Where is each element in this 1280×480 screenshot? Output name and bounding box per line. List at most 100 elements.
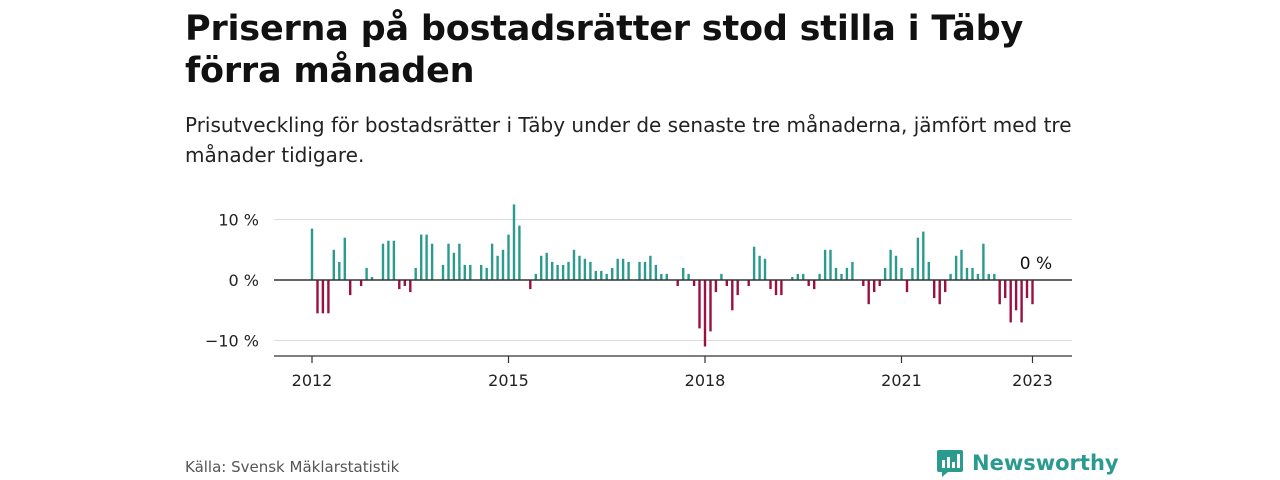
bar [321, 280, 325, 314]
y-tick-label: −10 % [205, 332, 259, 351]
bar [616, 258, 619, 280]
bar [425, 234, 428, 280]
bar [447, 243, 450, 280]
bar [813, 280, 816, 290]
last-value-label: 0 % [1020, 254, 1052, 274]
bar [501, 249, 505, 281]
bar [709, 280, 712, 332]
bar [600, 270, 603, 280]
bar [578, 255, 581, 280]
brand-name: Newsworthy [972, 451, 1119, 475]
bar [441, 264, 445, 280]
header: Priserna på bostadsrätter stod stilla i … [185, 0, 1095, 170]
bar [867, 280, 870, 305]
bar [993, 273, 996, 280]
bar [643, 261, 647, 280]
bar [922, 231, 925, 280]
bar [698, 280, 701, 329]
bar [381, 243, 385, 280]
bar [682, 267, 685, 280]
bar [714, 280, 718, 293]
bar [971, 267, 974, 280]
bar [1014, 280, 1018, 311]
chart-bars [310, 204, 1034, 347]
bar [840, 273, 843, 280]
bar [583, 258, 587, 280]
bar [310, 228, 314, 280]
bar [862, 280, 865, 286]
bar [725, 280, 728, 286]
bar [802, 273, 805, 280]
bar [409, 280, 412, 293]
bar [763, 258, 767, 280]
x-tick-label: 2021 [881, 371, 922, 390]
bar [911, 267, 914, 280]
chart-labels: 10 % 0 % −10 % 2012 2015 2018 2021 2023 0 % [205, 211, 1053, 391]
bar [1009, 280, 1012, 323]
bar [916, 237, 920, 281]
bar [676, 280, 679, 286]
x-tick-label: 2012 [292, 371, 333, 390]
bar [332, 249, 335, 281]
bar [845, 267, 849, 280]
bar [496, 255, 499, 280]
bar [851, 261, 854, 280]
bar [938, 280, 941, 305]
bar [998, 280, 1001, 305]
source-note: Källa: Svensk Mäklarstatistik [185, 458, 400, 476]
bar [414, 267, 417, 280]
bar [834, 267, 838, 280]
bar [823, 249, 827, 281]
bar [638, 261, 641, 280]
bar [752, 246, 756, 280]
bar [403, 280, 406, 286]
bar [703, 280, 707, 347]
bar [343, 237, 346, 281]
bar [987, 273, 990, 280]
bar [883, 267, 887, 280]
y-tick-label: 10 % [218, 211, 259, 230]
bar [392, 240, 396, 280]
x-tick-label: 2018 [685, 371, 726, 390]
x-tick-label: 2023 [1012, 371, 1053, 390]
bar [490, 243, 494, 280]
bar [774, 280, 778, 296]
chart-axes [274, 279, 1072, 363]
bar [452, 252, 456, 280]
bar [692, 280, 696, 286]
bar [780, 280, 783, 296]
bar [316, 280, 319, 314]
bar [627, 261, 630, 280]
bar [665, 273, 668, 280]
bar [529, 280, 532, 290]
brand-logo[interactable]: Newsworthy [936, 448, 1119, 478]
chart-subtitle: Prisutveckling för bostadsrätter i Täby … [185, 113, 1072, 167]
bar [518, 225, 521, 280]
bar [944, 280, 947, 293]
bar [545, 252, 548, 280]
bar [589, 261, 592, 280]
bar [976, 273, 980, 280]
bar [807, 280, 810, 286]
chart-grid [274, 219, 1072, 341]
bar [796, 273, 799, 280]
bar [463, 264, 466, 280]
bar [769, 280, 772, 290]
bar [551, 261, 554, 280]
bar [747, 280, 750, 286]
bar [731, 280, 734, 311]
bar [561, 264, 565, 280]
bar [791, 277, 794, 280]
bar [818, 273, 821, 280]
bar [398, 280, 401, 290]
bar [900, 267, 903, 280]
bar [894, 255, 898, 280]
bar [1031, 280, 1034, 305]
chart-title: Priserna på bostadsrätter stod stilla i … [185, 9, 1024, 91]
bar [1025, 280, 1029, 299]
bar [605, 273, 608, 280]
bar [567, 261, 570, 280]
bar [905, 280, 909, 293]
bar [534, 273, 537, 280]
bar [1020, 280, 1023, 323]
